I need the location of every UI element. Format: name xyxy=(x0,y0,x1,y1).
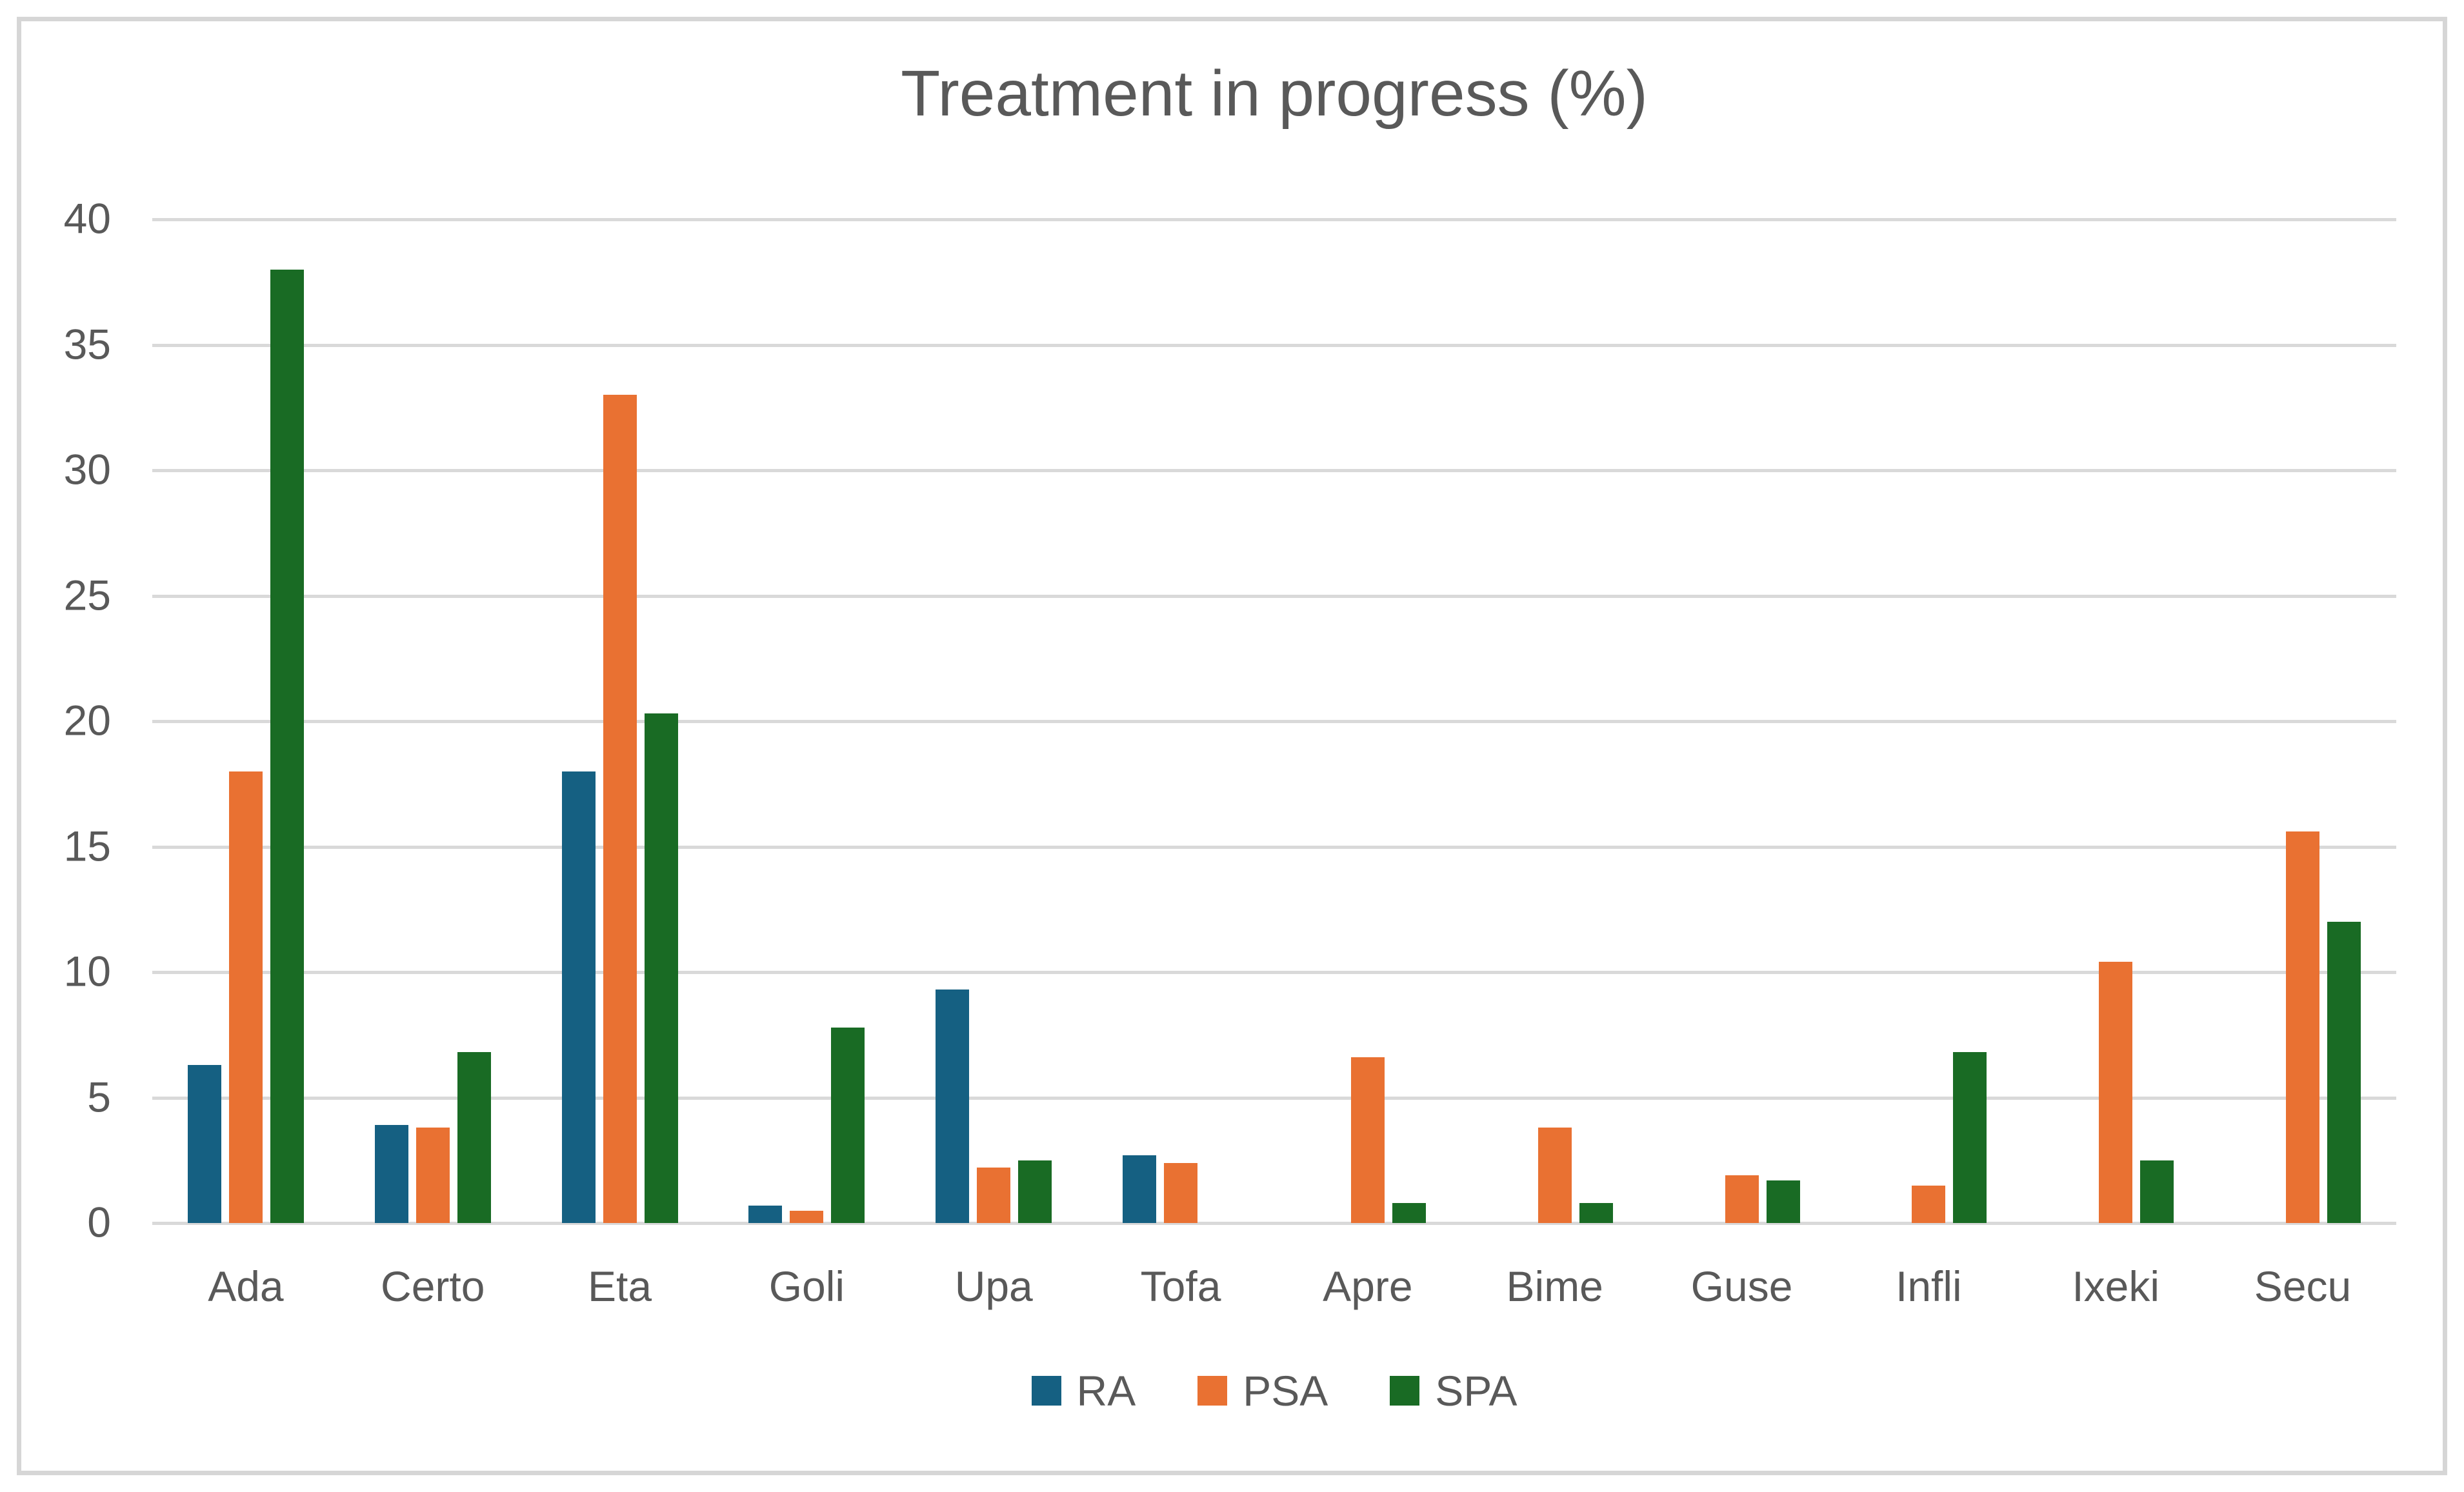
bar-spa-ixeki xyxy=(2140,1160,2174,1223)
bar-cluster-apre xyxy=(1310,1057,1426,1223)
bar-cluster-guse xyxy=(1684,1175,1800,1223)
x-axis-label-secu: Secu xyxy=(2254,1262,2352,1310)
gridline-15 xyxy=(152,846,2396,849)
gridline-20 xyxy=(152,720,2396,723)
x-axis-label-certo: Certo xyxy=(381,1262,485,1310)
bar-ra-tofa xyxy=(1123,1155,1157,1223)
y-tick-label-10: 10 xyxy=(63,947,111,995)
bar-cluster-ada xyxy=(187,270,304,1223)
bar-ra-upa xyxy=(936,990,970,1223)
category-upa: Upa xyxy=(900,219,1087,1310)
category-secu: Secu xyxy=(2209,219,2396,1310)
legend-item-spa: SPA xyxy=(1390,1366,1517,1415)
y-tick-label-30: 30 xyxy=(63,445,111,493)
gridline-40 xyxy=(152,218,2396,221)
legend-swatch-ra-icon xyxy=(1031,1376,1061,1406)
category-apre: Apre xyxy=(1274,219,1461,1310)
bar-spa-upa xyxy=(1018,1160,1052,1223)
legend: RA PSA SPA xyxy=(152,1366,2396,1415)
bar-psa-eta xyxy=(603,395,637,1223)
bar-psa-guse xyxy=(1725,1175,1759,1223)
bar-cluster-certo xyxy=(374,1052,491,1223)
category-infli: Infli xyxy=(1835,219,2022,1310)
bar-ra-certo xyxy=(374,1125,408,1223)
x-axis-label-upa: Upa xyxy=(954,1262,1033,1310)
legend-item-psa: PSA xyxy=(1197,1366,1328,1415)
bar-spa-infli xyxy=(1953,1052,1987,1223)
x-axis-label-tofa: Tofa xyxy=(1140,1262,1221,1310)
bar-cluster-tofa xyxy=(1123,1155,1239,1223)
bar-psa-certo xyxy=(416,1128,450,1223)
bar-spa-guse xyxy=(1766,1180,1800,1223)
x-axis-label-bime: Bime xyxy=(1506,1262,1603,1310)
gridline-30 xyxy=(152,469,2396,472)
y-tick-label-20: 20 xyxy=(63,696,111,744)
category-columns: Ada Certo Eta Goli Upa Tofa Apre Bime Guse Infli I… xyxy=(152,219,2396,1310)
bar-cluster-bime xyxy=(1497,1128,1613,1223)
bar-psa-secu xyxy=(2286,831,2320,1223)
bar-spa-secu xyxy=(2327,922,2361,1223)
gridline-25 xyxy=(152,595,2396,598)
bar-cluster-upa xyxy=(936,990,1052,1223)
bar-spa-ada xyxy=(270,270,304,1223)
bar-psa-goli xyxy=(790,1211,824,1223)
y-tick-label-5: 5 xyxy=(87,1073,111,1121)
bar-psa-ixeki xyxy=(2099,962,2133,1223)
x-axis-label-goli: Goli xyxy=(768,1262,845,1310)
bar-psa-apre xyxy=(1350,1057,1385,1223)
bar-spa-certo xyxy=(457,1052,491,1223)
bar-cluster-infli xyxy=(1870,1052,1987,1223)
bar-psa-ada xyxy=(228,771,263,1223)
gridline-10 xyxy=(152,971,2396,974)
y-tick-label-25: 25 xyxy=(63,571,111,619)
x-axis-label-apre: Apre xyxy=(1323,1262,1413,1310)
category-eta: Eta xyxy=(526,219,714,1310)
x-axis-label-ixeki: Ixeki xyxy=(2072,1262,2160,1310)
legend-swatch-spa-icon xyxy=(1390,1376,1420,1406)
bar-psa-infli xyxy=(1912,1186,1946,1223)
bar-cluster-ixeki xyxy=(2058,962,2174,1223)
category-certo: Certo xyxy=(339,219,526,1310)
legend-item-ra: RA xyxy=(1031,1366,1136,1415)
x-axis-label-ada: Ada xyxy=(208,1262,284,1310)
bar-spa-eta xyxy=(644,713,678,1223)
category-bime: Bime xyxy=(1461,219,1648,1310)
bar-spa-bime xyxy=(1579,1203,1613,1223)
y-tick-label-35: 35 xyxy=(63,320,111,368)
x-axis-label-eta: Eta xyxy=(588,1262,652,1310)
y-tick-label-15: 15 xyxy=(63,822,111,870)
category-ada: Ada xyxy=(152,219,339,1310)
legend-swatch-psa-icon xyxy=(1197,1376,1228,1406)
y-tick-label-0: 0 xyxy=(87,1198,111,1246)
gridline-5 xyxy=(152,1097,2396,1100)
x-axis-label-guse: Guse xyxy=(1690,1262,1793,1310)
bar-spa-apre xyxy=(1392,1203,1426,1223)
category-guse: Guse xyxy=(1648,219,1836,1310)
y-tick-label-40: 40 xyxy=(63,194,111,243)
chart-frame xyxy=(17,17,2447,1475)
gridline-0 xyxy=(152,1222,2396,1225)
gridline-35 xyxy=(152,344,2396,347)
bar-ra-eta xyxy=(561,771,596,1223)
bar-psa-upa xyxy=(977,1168,1011,1223)
bar-cluster-eta xyxy=(561,395,678,1223)
bar-ra-goli xyxy=(748,1206,783,1223)
plot-area: 0 5 10 15 20 25 30 35 40 Ada Certo Eta Goli Upa Tofa Ap… xyxy=(64,194,2396,1310)
legend-label-ra: RA xyxy=(1076,1367,1136,1415)
bar-cluster-secu xyxy=(2245,831,2361,1223)
x-axis-label-infli: Infli xyxy=(1896,1262,1962,1310)
chart-title: Treatment in progress (%) xyxy=(901,57,1648,130)
category-tofa: Tofa xyxy=(1087,219,1274,1310)
bar-psa-bime xyxy=(1537,1128,1572,1223)
category-goli: Goli xyxy=(713,219,900,1310)
bar-spa-goli xyxy=(831,1028,865,1223)
bar-ra-ada xyxy=(187,1065,221,1223)
legend-label-psa: PSA xyxy=(1243,1367,1328,1415)
bar-psa-tofa xyxy=(1164,1163,1198,1223)
legend-label-spa: SPA xyxy=(1435,1367,1517,1415)
bar-cluster-goli xyxy=(748,1028,865,1223)
category-ixeki: Ixeki xyxy=(2022,219,2209,1310)
